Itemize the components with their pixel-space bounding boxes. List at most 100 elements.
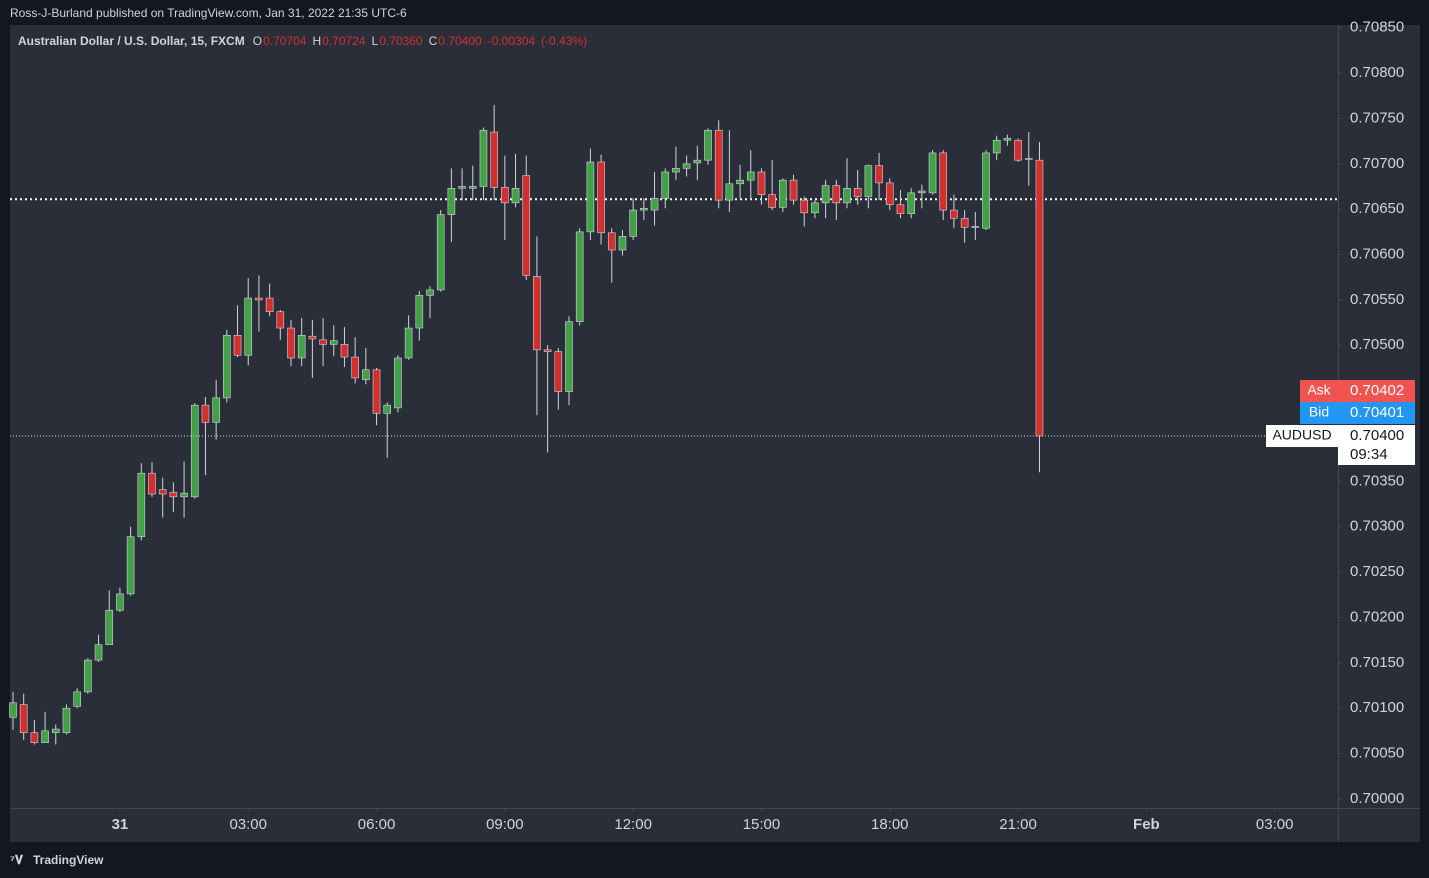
candle-body xyxy=(62,707,71,733)
candle-body xyxy=(212,397,220,423)
y-tick-label: 0.70700 xyxy=(1350,155,1404,172)
candle-body xyxy=(501,187,509,204)
bid-value: 0.70401 xyxy=(1350,404,1404,421)
candle-body xyxy=(650,197,659,211)
candle-body xyxy=(340,344,349,358)
legend-value: 0.70360 xyxy=(379,34,423,48)
candle-body xyxy=(522,175,531,276)
bid-name-tag xyxy=(1300,402,1338,425)
candle-body xyxy=(94,644,103,661)
candle-body xyxy=(672,168,680,173)
candle-body xyxy=(725,183,734,201)
candle-body xyxy=(714,129,723,201)
x-tick-label: 06:00 xyxy=(358,816,396,833)
ask-name: Ask xyxy=(1307,382,1331,398)
candle-body xyxy=(661,171,670,199)
candle-body xyxy=(821,185,830,204)
candle-body xyxy=(960,217,969,228)
legend-value: 0.70704 xyxy=(263,34,307,48)
y-tick-label: 0.70600 xyxy=(1350,246,1404,263)
candle-body xyxy=(351,356,359,379)
candle-body xyxy=(362,369,370,381)
candle-body xyxy=(30,732,39,743)
candle-body xyxy=(511,188,520,204)
legend-value: -0.00304 xyxy=(488,34,536,48)
candle-body xyxy=(329,340,338,345)
candle-body xyxy=(148,472,156,495)
y-tick-label: 0.70150 xyxy=(1350,654,1404,671)
candle-body xyxy=(607,232,616,251)
candle-body xyxy=(736,179,744,185)
ask-value: 0.70402 xyxy=(1350,382,1404,399)
candle-body xyxy=(116,593,124,611)
candle-body xyxy=(447,188,456,215)
candle-body xyxy=(693,159,702,164)
bid-value-tag xyxy=(1338,402,1415,425)
y-tick-label: 0.70200 xyxy=(1350,608,1404,625)
ask-name-tag xyxy=(1300,380,1338,403)
y-tick-label: 0.70850 xyxy=(1350,19,1404,36)
candle-body xyxy=(629,209,637,237)
y-tick-label: 0.70050 xyxy=(1350,745,1404,762)
candle-body xyxy=(939,152,948,211)
candle-body xyxy=(223,334,231,399)
publisher-header: Ross-J-Burland published on TradingView.… xyxy=(10,6,407,20)
footer-logo: ⁷𝐕 xyxy=(10,853,24,867)
candle-body xyxy=(436,214,445,291)
x-tick-label: 21:00 xyxy=(999,816,1037,833)
candle-body xyxy=(554,351,563,392)
candle-body xyxy=(533,276,541,351)
legend-value: 0.70400 xyxy=(438,34,482,48)
candle-body xyxy=(746,171,755,181)
candle-body xyxy=(468,186,477,189)
candle-body xyxy=(233,334,242,356)
symbol-label: AUDUSD xyxy=(1272,427,1331,443)
legend-value: H xyxy=(312,34,321,48)
legend-value: 0.70724 xyxy=(322,34,366,48)
x-tick-label: 12:00 xyxy=(614,816,652,833)
candle-body xyxy=(404,327,413,359)
candle-body xyxy=(885,182,894,205)
candle-body xyxy=(907,192,915,215)
candle-body xyxy=(255,297,263,301)
x-tick-label: Feb xyxy=(1133,816,1160,833)
legend-value: L xyxy=(372,34,379,48)
candle-body xyxy=(640,207,648,211)
candle-body xyxy=(543,349,552,352)
candle-body xyxy=(1003,138,1012,141)
candle-body xyxy=(779,179,787,208)
candle-body xyxy=(811,202,819,214)
candle-body xyxy=(169,491,178,498)
y-tick-label: 0.70650 xyxy=(1350,200,1404,217)
footer-brand: TradingView xyxy=(33,853,104,867)
candle-body xyxy=(490,131,498,188)
legend-value: O xyxy=(253,34,262,48)
y-tick-label: 0.70100 xyxy=(1350,699,1404,716)
candle-body xyxy=(864,165,873,197)
candle-body xyxy=(137,472,146,538)
candle-body xyxy=(682,163,691,169)
candle-body xyxy=(875,165,883,184)
candle-body xyxy=(126,536,135,595)
candle-body xyxy=(1024,158,1033,160)
candle-body xyxy=(73,691,81,707)
candle-body xyxy=(1014,139,1022,161)
candle-body xyxy=(265,297,274,313)
candle-body xyxy=(84,659,92,693)
legend-value: C xyxy=(429,34,438,48)
x-tick-label: 09:00 xyxy=(486,816,524,833)
candle-body xyxy=(41,730,49,743)
candle-body xyxy=(918,190,926,194)
candle-body xyxy=(415,295,424,329)
candle-body xyxy=(276,311,285,329)
price-value: 0.70400 xyxy=(1350,427,1404,444)
candle-body xyxy=(105,609,114,645)
x-tick-label: 03:00 xyxy=(229,816,267,833)
candle-body xyxy=(19,704,28,733)
chart-title: Australian Dollar / U.S. Dollar, 15, FXC… xyxy=(18,34,245,48)
y-tick-label: 0.70500 xyxy=(1350,336,1404,353)
candle-body xyxy=(244,297,253,356)
candle-body xyxy=(287,327,295,359)
candle-body xyxy=(843,188,851,204)
